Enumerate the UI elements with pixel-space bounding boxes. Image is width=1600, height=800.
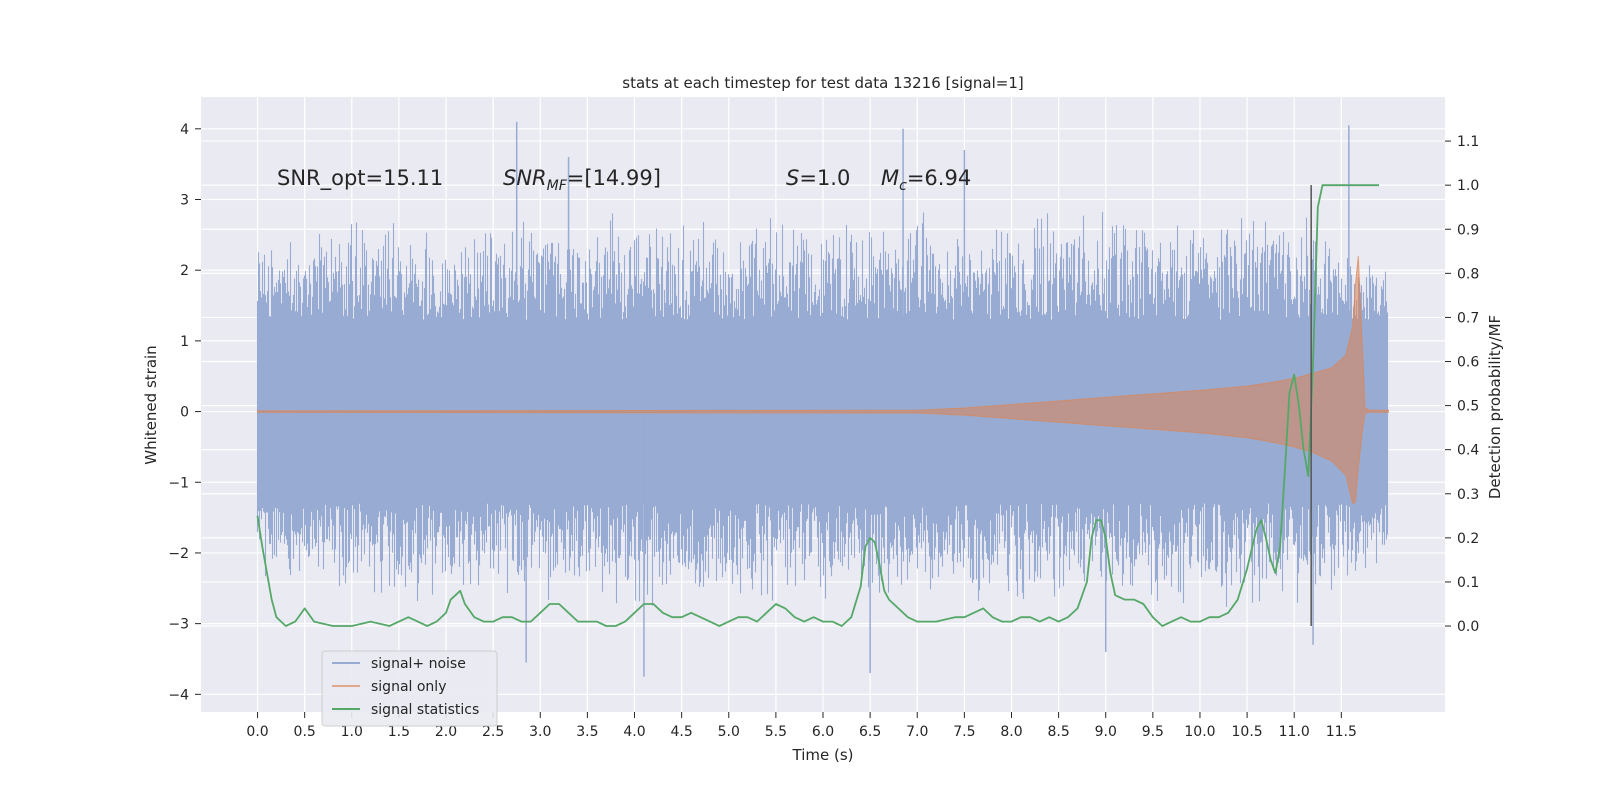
x-tick-label: 2.5: [482, 724, 504, 740]
y-left-tick-label: 3: [180, 193, 189, 209]
x-tick-label: 7.5: [953, 724, 975, 740]
x-axis-label: Time (s): [792, 746, 854, 764]
y-right-tick-label: 0.8: [1457, 266, 1479, 282]
x-tick-label: 6.0: [812, 724, 834, 740]
legend-label-signal-noise: signal+ noise: [371, 656, 466, 672]
y-left-tick-label: 2: [180, 263, 189, 279]
signal-only-series: [256, 256, 1389, 505]
y-right-tick-label: 0.7: [1457, 310, 1479, 326]
mc-symbol: M: [881, 166, 899, 190]
x-tick-label: 8.0: [1000, 724, 1022, 740]
y-left-tick-label: −1: [168, 475, 189, 491]
chart-title: stats at each timestep for test data 132…: [622, 74, 1023, 92]
x-tick-label: 4.0: [623, 724, 645, 740]
y-left-tick-label: −3: [168, 617, 189, 633]
x-tick-label: 9.5: [1142, 724, 1164, 740]
x-tick-label: 7.0: [906, 724, 928, 740]
y-right-tick-label: 0.5: [1457, 399, 1479, 415]
snr-mf-annotation: SNRMF=[14.99]: [503, 166, 661, 194]
x-tick-label: 3.0: [529, 724, 551, 740]
x-tick-label: 0.5: [294, 724, 316, 740]
y-left-tick-label: −2: [168, 546, 189, 562]
x-tick-label: 11.0: [1279, 724, 1310, 740]
mc-sub: c: [899, 178, 907, 194]
x-tick-label: 5.0: [718, 724, 740, 740]
x-tick-label: 11.5: [1326, 724, 1357, 740]
x-tick-label: 0.0: [246, 724, 268, 740]
s-annotation: S=1.0: [786, 166, 850, 190]
annotations: SNR_opt=15.11 SNRMF=[14.99] S=1.0 Mc=6.9…: [277, 166, 971, 194]
y-left-axis-label: Whitened strain: [142, 345, 160, 464]
x-tick-label: 1.5: [388, 724, 410, 740]
y-left-tick-label: 1: [180, 334, 189, 350]
x-tick-label: 5.5: [765, 724, 787, 740]
x-tick-label: 10.0: [1184, 724, 1215, 740]
y-left-tick-label: 0: [180, 405, 189, 421]
x-tick-label: 8.5: [1047, 724, 1069, 740]
y-right-tick-label: 1.1: [1457, 134, 1479, 150]
s-value: =1.0: [799, 166, 850, 190]
signal-only-area: [256, 256, 1389, 505]
x-tick-label: 2.0: [435, 724, 457, 740]
legend-box: [321, 650, 498, 727]
snr-mf-main: SNR: [503, 166, 547, 190]
x-tick-label: 4.5: [671, 724, 693, 740]
y-right-tick-label: 0.4: [1457, 443, 1479, 459]
y-right-tick-label: 0.6: [1457, 355, 1479, 371]
signal-statistics-series: [256, 184, 1379, 627]
legend: signal+ noise signal only signal statist…: [321, 650, 498, 727]
y-right-tick-label: 0.2: [1457, 531, 1479, 547]
x-axis-ticks: 0.0 0.5 1.0 1.5 2.0 2.5 3.0 3.5 4.0 4.5 5.0 5.5 6.0 6…: [246, 712, 1357, 740]
x-tick-label: 1.0: [341, 724, 363, 740]
y-right-tick-label: 1.0: [1457, 178, 1479, 194]
x-tick-label: 10.5: [1232, 724, 1263, 740]
x-tick-label: 6.5: [859, 724, 881, 740]
y-left-axis-ticks: −4 −3 −2 −1 0 1 2 3 4: [168, 122, 201, 703]
snr-mf-value: =[14.99]: [567, 166, 661, 190]
mc-value: =6.94: [907, 166, 971, 190]
snr-opt-annotation: SNR_opt=15.11: [277, 166, 443, 191]
y-left-tick-label: −4: [168, 687, 189, 703]
y-left-tick-label: 4: [180, 122, 189, 138]
y-right-axis-ticks: 0.0 0.1 0.2 0.3 0.4 0.5 0.6 0.7 0.8 0.9 1.0 1.1: [1445, 134, 1479, 635]
s-symbol: S: [786, 166, 799, 190]
x-tick-label: 3.5: [576, 724, 598, 740]
y-right-tick-label: 0.3: [1457, 487, 1479, 503]
snr-mf-sub: MF: [547, 178, 568, 194]
legend-label-signal-only: signal only: [371, 679, 446, 695]
y-right-tick-label: 0.9: [1457, 222, 1479, 238]
x-tick-label: 9.0: [1095, 724, 1117, 740]
legend-label-signal-statistics: signal statistics: [371, 702, 479, 718]
y-right-tick-label: 0.1: [1457, 575, 1479, 591]
signal-statistics-line: [256, 184, 1379, 627]
y-right-axis-label: Detection probability/MF: [1486, 315, 1504, 499]
y-right-tick-label: 0.0: [1457, 619, 1479, 635]
mc-annotation: Mc=6.94: [881, 166, 971, 194]
